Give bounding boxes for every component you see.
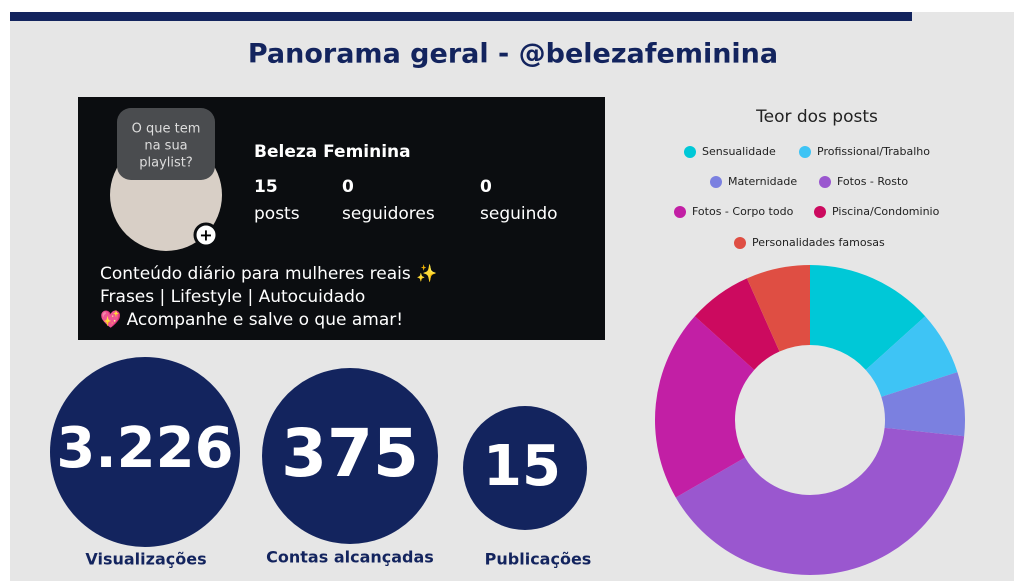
metric-value: 15 [483,434,561,499]
note-bubble [117,108,215,180]
legend-label: Piscina/Condominio [832,205,940,218]
metric-value: 3.226 [56,416,233,481]
metric-label: Contas alcançadas [266,548,434,567]
donut-slice [810,265,926,370]
legend-label: Sensualidade [702,145,776,158]
stat-number: 0 [480,177,492,197]
legend-swatch [734,237,746,249]
bio-line: Conteúdo diário para mulheres reais ✨ [100,264,437,284]
legend-label: Maternidade [728,175,797,188]
donut-slice [655,316,755,498]
legend-label: Fotos - Rosto [837,175,908,188]
legend-swatch [710,176,722,188]
stat-number: 0 [342,177,354,197]
stat-label: posts [254,204,300,224]
add-icon: + [199,226,212,245]
metric-circle [262,368,438,544]
metric-value: 375 [281,415,419,492]
legend-label: Fotos - Corpo todo [692,205,794,218]
donut-slice [746,265,810,352]
bio-line: 💖 Acompanhe e salve o que amar! [100,309,403,330]
legend-label: Personalidades famosas [752,236,885,249]
stat-label: seguidores [342,204,435,224]
metric-circle [50,357,240,547]
profile-name: Beleza Feminina [254,142,411,162]
donut-slice [675,427,965,576]
metric-label: Visualizações [85,550,206,569]
legend-swatch [814,206,826,218]
bio-line: Frases | Lifestyle | Autocuidado [100,287,365,307]
metric-circle [463,406,587,530]
add-icon [193,222,219,248]
stat-label: seguindo [480,204,558,224]
note-text: na sua [144,139,187,154]
page-title: Panorama geral - @belezafeminina [248,39,778,70]
donut-slice [865,316,958,397]
metric-label: Publicações [485,550,592,569]
donut-slice [881,372,965,437]
note-text: playlist? [139,156,193,171]
top-bar [10,12,912,21]
legend-swatch [674,206,686,218]
legend-swatch [799,146,811,158]
chart-title: Teor dos posts [755,107,878,127]
donut-slice [694,278,780,370]
legend-swatch [684,146,696,158]
stat-number: 15 [254,177,278,197]
note-text: O que tem [132,122,201,137]
legend-swatch [819,176,831,188]
legend-label: Profissional/Trabalho [817,145,930,158]
